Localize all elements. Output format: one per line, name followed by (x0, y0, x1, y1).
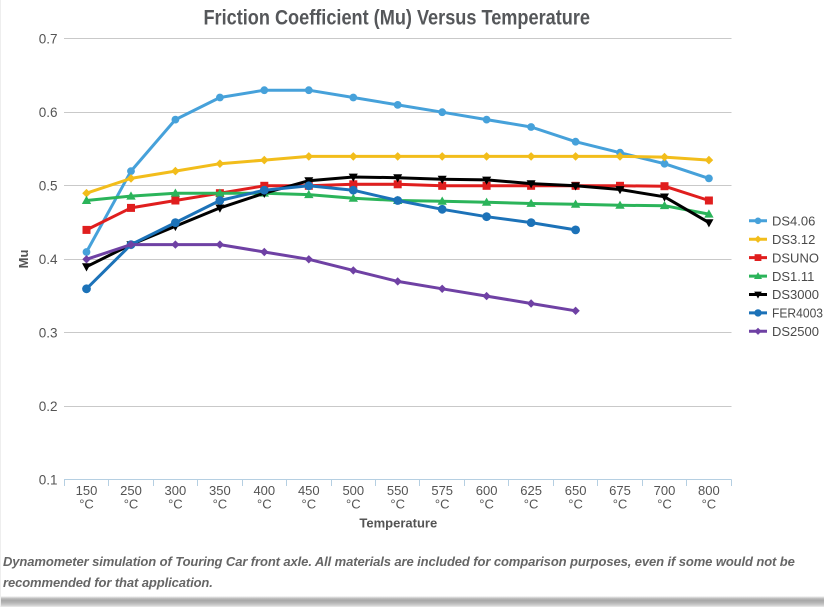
svg-text:300: 300 (165, 483, 187, 498)
svg-text:400: 400 (253, 483, 275, 498)
svg-text:500: 500 (342, 483, 364, 498)
svg-text:°C: °C (302, 497, 317, 512)
svg-text:DS4.06: DS4.06 (772, 214, 815, 229)
svg-text:DS2500: DS2500 (772, 324, 819, 339)
svg-text:0.1: 0.1 (39, 473, 58, 488)
svg-text:0.4: 0.4 (39, 252, 58, 267)
svg-text:0.2: 0.2 (39, 399, 58, 414)
svg-text:0.3: 0.3 (39, 326, 58, 341)
svg-text:150: 150 (76, 483, 98, 498)
svg-text:°C: °C (213, 497, 228, 512)
svg-text:675: 675 (609, 483, 631, 498)
svg-text:0.5: 0.5 (39, 179, 58, 194)
svg-text:250: 250 (120, 483, 142, 498)
svg-text:625: 625 (520, 483, 542, 498)
svg-text:°C: °C (168, 497, 183, 512)
svg-text:650: 650 (565, 483, 587, 498)
svg-text:550: 550 (387, 483, 409, 498)
svg-text:DSUNO: DSUNO (772, 250, 819, 265)
svg-text:DS3000: DS3000 (772, 287, 819, 302)
svg-text:600: 600 (476, 483, 498, 498)
svg-text:°C: °C (524, 497, 539, 512)
svg-text:°C: °C (390, 497, 405, 512)
svg-text:°C: °C (257, 497, 272, 512)
svg-text:0.6: 0.6 (39, 105, 58, 120)
svg-text:°C: °C (435, 497, 450, 512)
svg-text:700: 700 (654, 483, 676, 498)
svg-text:Temperature: Temperature (359, 516, 437, 531)
svg-text:°C: °C (124, 497, 139, 512)
svg-text:450: 450 (298, 483, 320, 498)
svg-text:°C: °C (568, 497, 583, 512)
svg-text:Mu: Mu (16, 250, 31, 269)
svg-text:°C: °C (702, 497, 717, 512)
svg-text:800: 800 (698, 483, 720, 498)
svg-text:575: 575 (431, 483, 453, 498)
svg-text:°C: °C (479, 497, 494, 512)
svg-text:°C: °C (613, 497, 628, 512)
svg-text:0.7: 0.7 (39, 31, 58, 46)
svg-text:°C: °C (346, 497, 361, 512)
svg-text:°C: °C (79, 497, 94, 512)
svg-text:FER4003: FER4003 (772, 306, 823, 321)
svg-text:°C: °C (657, 497, 672, 512)
svg-text:DS3.12: DS3.12 (772, 232, 815, 247)
svg-text:DS1.11: DS1.11 (772, 269, 814, 284)
svg-text:350: 350 (209, 483, 231, 498)
svg-text:Friction Coefficient (Mu) Vers: Friction Coefficient (Mu) Versus Tempera… (203, 6, 590, 30)
